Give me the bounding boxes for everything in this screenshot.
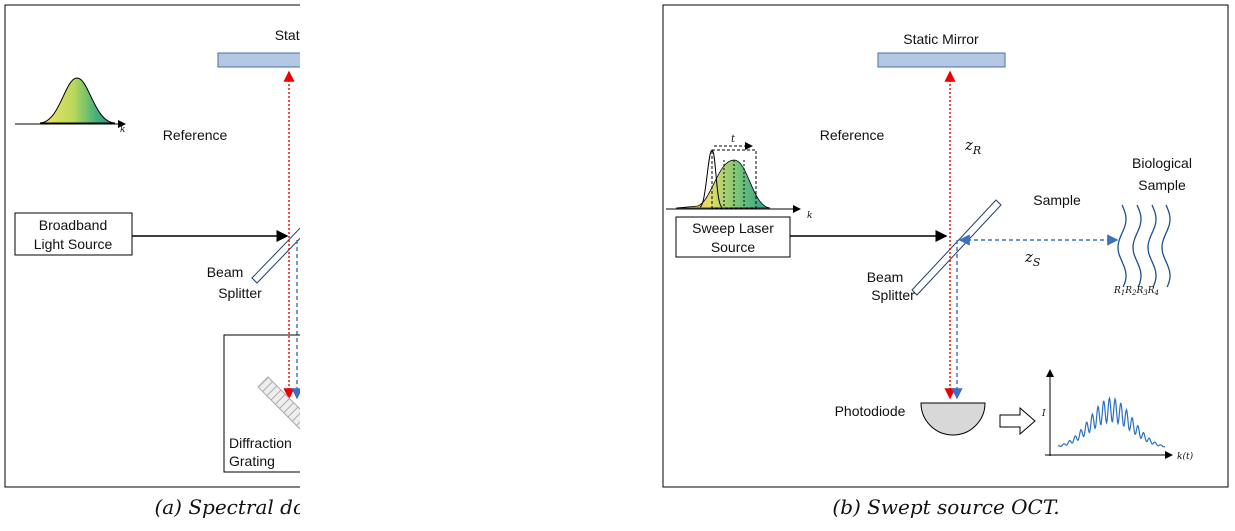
beam-splitter-label: Splitter [218, 285, 262, 301]
source-label: Light Source [34, 236, 113, 252]
sweep-label: t [731, 134, 736, 145]
detector-label: Photodiode [835, 403, 906, 419]
tissue-layers [1118, 205, 1170, 287]
source-label: Broadband [39, 217, 108, 233]
biological-sample-label: Biological [1132, 155, 1192, 171]
biological-sample-label: Sample [1138, 177, 1186, 193]
source-label: Source [711, 239, 756, 255]
grating-label: Diffraction [229, 435, 292, 451]
tissue-layer [1118, 205, 1126, 287]
diffraction-grating [258, 377, 315, 434]
reference-path-label: zR [964, 136, 981, 157]
panel-b: Static Mirror Reference zR t k Sweep Las… [663, 5, 1228, 519]
mirror-label: Static Mirror [903, 31, 979, 47]
sample-path-label: zS [1024, 248, 1041, 269]
tissue-layer [1162, 205, 1170, 287]
interferogram [1058, 398, 1165, 447]
tissue-layer [1148, 205, 1156, 287]
beam-splitter [252, 223, 310, 283]
spectrum-axis-label: k [807, 211, 812, 221]
reference-label: Reference [163, 127, 228, 143]
spectrum-axis-label: k [120, 125, 125, 135]
panel-a: Static M Reference k Broadband Light Sou… [5, 5, 348, 519]
mirror-label: Static M [275, 27, 326, 43]
spectrum [40, 78, 115, 123]
reflector-labels: R1R2R3R4 [1113, 286, 1159, 297]
reference-label: Reference [820, 127, 885, 143]
beam-splitter-label: Beam [207, 264, 244, 280]
figure: Static M Reference k Broadband Light Sou… [0, 0, 1235, 531]
source-label: Sweep Laser [692, 220, 774, 236]
beam-splitter-label: Beam [867, 269, 904, 285]
caption: (b) Swept source OCT. [832, 495, 1059, 519]
plot-y-label: I [1041, 409, 1046, 419]
caption: (a) Spectral do [154, 495, 305, 519]
plot-x-label: k(t) [1177, 451, 1194, 462]
static-mirror [878, 53, 1005, 67]
output-arrow [1000, 408, 1035, 434]
tissue-layer [1133, 205, 1141, 287]
sample-label: Sample [1033, 192, 1081, 208]
static-mirror [218, 53, 348, 67]
beam-splitter-label: Splitter [871, 287, 915, 303]
grating-label: Grating [229, 453, 275, 469]
photodiode [921, 403, 985, 435]
